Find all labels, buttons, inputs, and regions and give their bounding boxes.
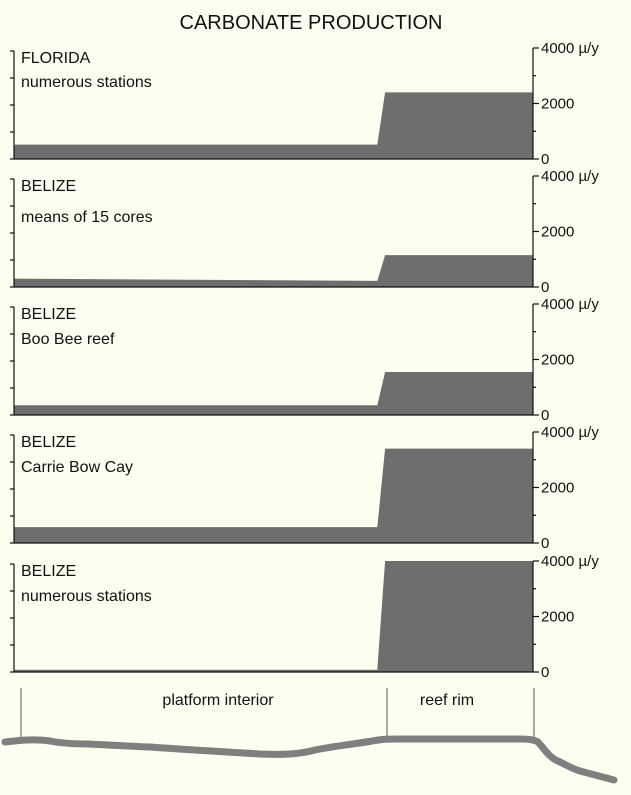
y-tick-label: 2000 bbox=[541, 609, 574, 626]
panel-3: 0 2000 4000 µ/y BELIZE Boo Bee reef bbox=[10, 296, 599, 424]
y-tick-label: 2000 bbox=[541, 480, 574, 497]
zone-label: platform interior bbox=[162, 692, 274, 709]
y-tick-label: 4000 µ/y bbox=[541, 553, 599, 570]
y-tick-label: 0 bbox=[541, 151, 549, 168]
panel-region-label: BELIZE bbox=[21, 563, 76, 580]
y-tick-label: 2000 bbox=[541, 96, 574, 113]
panel-subtitle-label: numerous stations bbox=[21, 74, 152, 91]
production-area bbox=[14, 448, 533, 543]
panel-4: 0 2000 4000 µ/y BELIZE Carrie Bow Cay bbox=[10, 424, 599, 552]
panel-subtitle-label: means of 15 cores bbox=[21, 209, 153, 226]
zone-label: reef rim bbox=[420, 692, 474, 709]
production-area bbox=[14, 561, 533, 672]
panel-2: 0 2000 4000 µ/y BELIZE means of 15 cores bbox=[10, 168, 599, 296]
reef-profile-cross-section bbox=[1, 735, 618, 784]
y-tick-label: 4000 µ/y bbox=[541, 424, 599, 441]
y-tick-label: 0 bbox=[541, 407, 549, 424]
panel-subtitle-label: Carrie Bow Cay bbox=[21, 459, 133, 476]
y-tick-label: 2000 bbox=[541, 224, 574, 241]
chart-title: CARBONATE PRODUCTION bbox=[180, 12, 443, 34]
panel-1: 0 2000 4000 µ/y FLORIDA numerous stations bbox=[10, 40, 599, 168]
panel-region-label: BELIZE bbox=[21, 306, 76, 323]
panels: 0 2000 4000 µ/y FLORIDA numerous stations 0 20… bbox=[10, 40, 599, 681]
panel-5: 0 2000 4000 µ/y BELIZE numerous stations bbox=[10, 553, 599, 681]
production-area bbox=[14, 255, 533, 287]
panel-region-label: BELIZE bbox=[21, 178, 76, 195]
panel-region-label: BELIZE bbox=[21, 434, 76, 451]
panel-region-label: FLORIDA bbox=[21, 50, 91, 67]
panel-subtitle-label: numerous stations bbox=[21, 588, 152, 605]
y-tick-label: 4000 µ/y bbox=[541, 40, 599, 57]
y-tick-label: 0 bbox=[541, 664, 549, 681]
panel-subtitle-label: Boo Bee reef bbox=[21, 331, 115, 348]
y-tick-label: 0 bbox=[541, 535, 549, 552]
production-area bbox=[14, 92, 533, 159]
y-tick-label: 4000 µ/y bbox=[541, 296, 599, 313]
y-tick-label: 4000 µ/y bbox=[541, 168, 599, 185]
zone-axis: platform interior reef rim bbox=[20, 688, 535, 742]
y-tick-label: 0 bbox=[541, 279, 549, 296]
y-tick-label: 2000 bbox=[541, 352, 574, 369]
production-area bbox=[14, 371, 533, 415]
